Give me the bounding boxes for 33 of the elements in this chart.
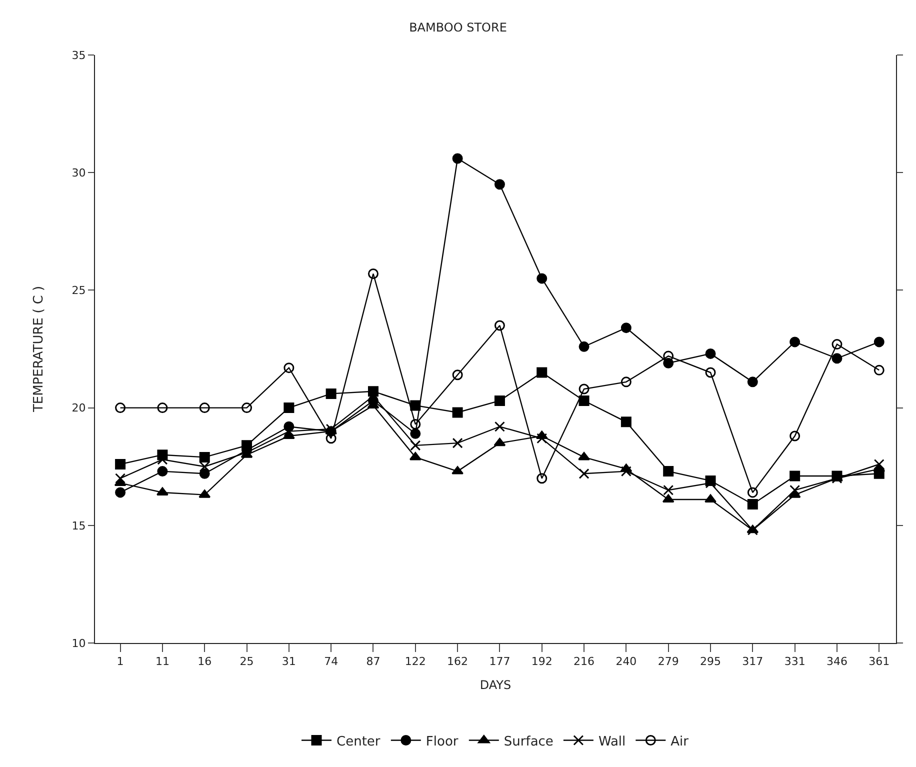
legend-label: Wall <box>598 734 626 750</box>
legend-label: Floor <box>426 734 459 750</box>
legend-label: Air <box>670 734 690 750</box>
x-tick-label: 74 <box>324 655 338 668</box>
x-tick-label: 87 <box>366 655 380 668</box>
x-tick-label: 331 <box>784 655 806 668</box>
x-tick-label: 11 <box>155 655 170 668</box>
y-axis-title: TEMPERATURE ( C ) <box>32 286 47 414</box>
x-tick-label: 317 <box>742 655 764 668</box>
legend-label: Center <box>336 734 381 750</box>
x-tick-label: 122 <box>404 655 426 668</box>
y-tick-label: 15 <box>72 519 86 532</box>
chart-title: BAMBOO STORE <box>409 20 507 34</box>
x-tick-label: 25 <box>240 655 254 668</box>
x-axis-title: DAYS <box>480 678 512 692</box>
x-tick-label: 1 <box>116 655 124 668</box>
y-tick-label: 10 <box>72 636 86 650</box>
y-tick-label: 20 <box>72 402 86 415</box>
x-tick-label: 279 <box>658 655 679 668</box>
x-tick-label: 31 <box>282 655 296 668</box>
legend-label: Surface <box>504 734 554 750</box>
x-tick-label: 240 <box>616 655 637 668</box>
x-tick-label: 361 <box>868 655 890 668</box>
x-tick-label: 16 <box>198 655 212 668</box>
x-tick-label: 177 <box>489 655 510 668</box>
x-tick-label: 192 <box>531 655 552 668</box>
x-tick-label: 346 <box>826 655 848 668</box>
x-tick-label: 216 <box>574 655 595 668</box>
y-tick-label: 30 <box>72 166 86 180</box>
x-tick-label: 162 <box>447 655 468 668</box>
y-tick-label: 35 <box>72 48 86 62</box>
y-tick-label: 25 <box>72 284 86 298</box>
x-tick-label: 295 <box>700 655 722 668</box>
